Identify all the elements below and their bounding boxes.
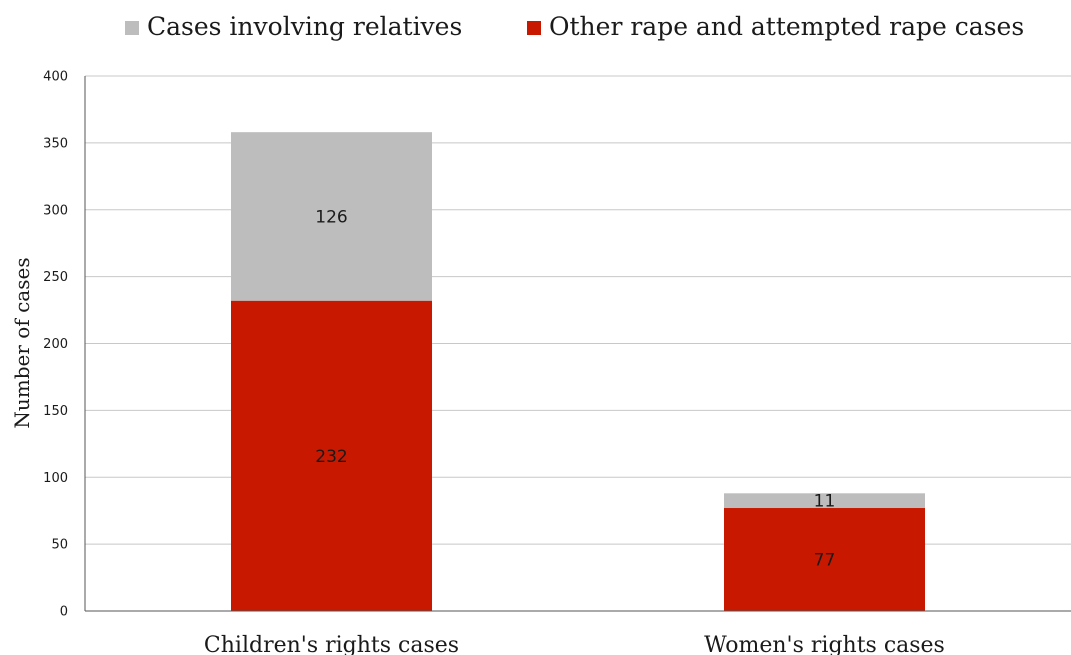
data-label: 126 bbox=[315, 207, 347, 227]
y-tick-label: 400 bbox=[43, 70, 68, 85]
bars bbox=[231, 132, 925, 611]
bar-segment bbox=[231, 300, 432, 611]
bar-segment bbox=[724, 493, 925, 509]
data-label: 11 bbox=[814, 492, 836, 512]
legend-swatch bbox=[125, 21, 139, 35]
y-tick-label: 50 bbox=[51, 538, 68, 553]
legend: Cases involving relatives Other rape and … bbox=[125, 12, 1024, 41]
x-category-label: Children's rights cases bbox=[204, 633, 459, 655]
legend-label: Other rape and attempted rape cases bbox=[549, 12, 1024, 41]
legend-label: Cases involving relatives bbox=[147, 12, 462, 41]
data-label: 77 bbox=[814, 551, 836, 571]
y-tick-label: 0 bbox=[60, 605, 68, 620]
legend-swatch bbox=[527, 21, 541, 35]
y-tick-label: 150 bbox=[43, 404, 68, 419]
data-label: 232 bbox=[315, 447, 347, 467]
data-labels: 232 126 77 11 bbox=[315, 207, 835, 570]
x-axis-categories: Children's rights cases Women's rights ca… bbox=[204, 633, 945, 655]
y-tick-label: 100 bbox=[43, 471, 68, 486]
y-axis-ticks: 0 50 100 150 200 250 300 350 400 bbox=[43, 70, 68, 620]
y-tick-label: 300 bbox=[43, 203, 68, 218]
y-tick-label: 250 bbox=[43, 270, 68, 285]
bar-segment bbox=[724, 508, 925, 611]
y-tick-label: 350 bbox=[43, 136, 68, 151]
bar-segment bbox=[231, 132, 432, 301]
y-tick-label: 200 bbox=[43, 337, 68, 352]
x-category-label: Women's rights cases bbox=[704, 633, 945, 655]
y-axis-label: Number of cases bbox=[10, 257, 34, 428]
